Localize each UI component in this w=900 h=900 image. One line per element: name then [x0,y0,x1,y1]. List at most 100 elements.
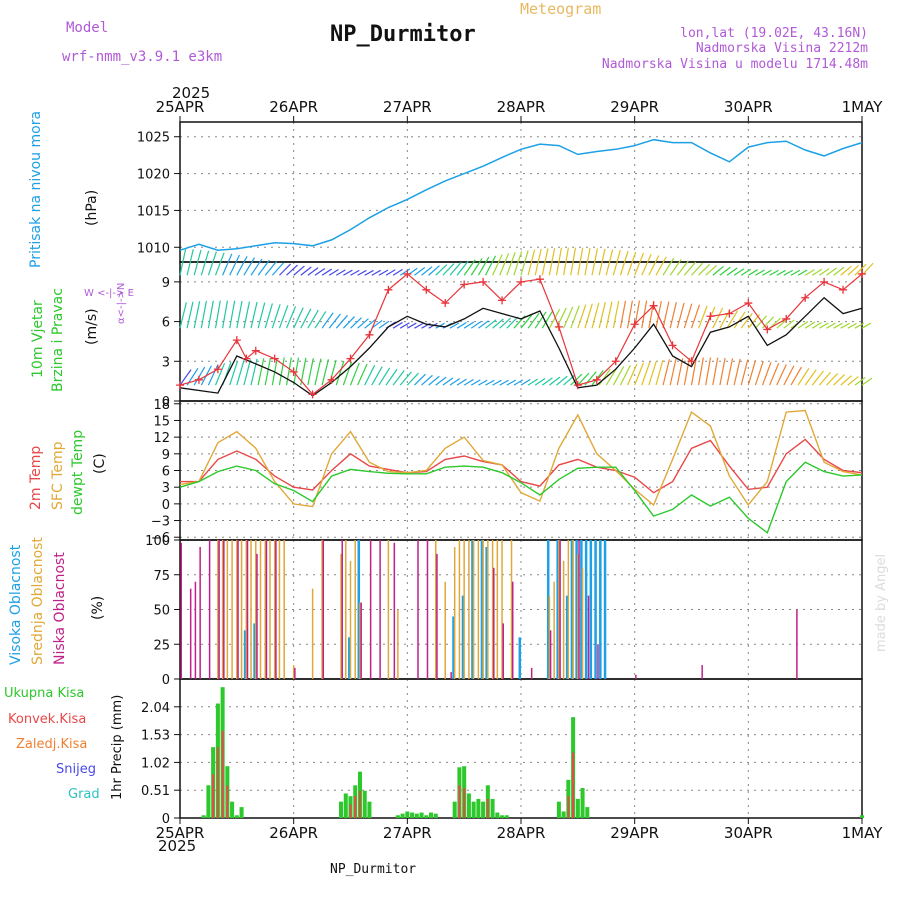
ytick-label: 1010 [137,241,170,256]
wind-barb [414,322,424,329]
wind-barb [399,322,410,329]
wind-barb [293,265,305,276]
wind-barb [371,320,383,329]
wind-barb [364,319,376,329]
conv-rain-bar [458,785,461,818]
wind-barb [570,247,577,276]
wind-speed-marker [422,285,431,294]
wind-barb [271,304,281,329]
total-rain-bar [500,815,505,818]
wind-barb [740,268,752,276]
wind-barb [719,357,726,386]
wind-speed-marker [630,320,639,329]
wind-barb [577,372,590,386]
wind-barb [314,267,326,276]
conv-rain-bar [486,798,489,818]
wind-barb [570,305,580,329]
legend-hail: Grad [68,787,100,802]
wind-barb [257,358,265,386]
wind-speed-marker [668,341,677,350]
wind-barb [513,251,523,276]
total-rain-bar [561,811,566,818]
wind-barb [669,358,677,386]
ytick-label: −6 [151,531,170,546]
wind-barb [520,250,529,276]
ytick-label: −3 [151,515,170,530]
wind-barb [861,377,873,386]
wind-barb [854,263,867,276]
wind-speed-marker [801,293,810,302]
legend-frz-rain: Zaledj.Kisa [16,737,88,752]
wind-barb [847,376,859,386]
wind-barb [698,263,711,276]
xtick-label-bottom: 28APR [497,824,546,842]
elevation-text: Nadmorska Visina 2212m [695,41,868,56]
conv-rain-bar [354,796,357,818]
temp2m-line [180,438,863,494]
ytick-label: 1025 [137,131,170,146]
wind-barb [612,250,621,276]
wind-barb [300,308,312,329]
xtick-label-bottom: 29APR [610,824,659,842]
wind-speed-marker [611,357,620,366]
ytick-label: 6 [162,316,170,331]
wind-barb [584,303,593,329]
wind-barb [307,267,319,276]
total-rain-bar [580,788,585,818]
wind-barb [840,265,852,276]
wind-barb [698,357,704,386]
wind-barb [236,300,243,329]
wind-barb [712,307,724,329]
wind-barb [676,358,684,386]
total-rain-bar [410,812,415,818]
wind-barb [690,357,697,386]
wind-speed-marker [706,312,715,321]
ytick-label: 1.53 [141,729,170,744]
wind-speed-marker [744,299,753,308]
xtick-label-top: 25APR [156,98,205,116]
wind-barb [740,312,753,329]
wind-barb [392,370,405,386]
wind-barb [186,249,194,276]
wind-barb [804,369,817,386]
wind-barb [762,269,772,276]
wind-barb [222,300,229,329]
wind-barb [485,379,495,386]
wind-barb [761,362,772,386]
wind-speed-marker [441,299,450,308]
legend-conv-rain: Konvek.Kisa [8,712,87,727]
panel-frame [179,400,863,541]
wind-barb [840,322,850,329]
wind-barb [740,359,749,386]
ytick-label: 0 [162,673,170,688]
wind-barb [236,360,245,386]
wind-barb [321,312,334,329]
wind-speed-marker [517,277,525,286]
wind-speed-marker [479,277,488,286]
wind-barb [506,316,519,329]
ytick-label: 18 [153,398,170,413]
wind-barb [179,302,187,329]
wind-barb [726,310,739,329]
model-elevation-text: Nadmorska Visina u modelu 1714.48m [601,57,868,72]
wind-barb [626,251,637,276]
wind-barb [357,363,368,386]
wind-barb [343,269,353,276]
wind-barb [683,303,693,329]
wind-barb [456,321,467,329]
xtick-label-bottom: 26APR [269,824,318,842]
ytick-label: 3 [162,481,170,496]
wind-speed-marker [573,381,582,390]
footer-station: NP_Durmitor [330,862,417,877]
wind-speed-marker [308,390,317,399]
wind-barb [648,360,657,386]
wind-barb [193,249,202,276]
year-bottom: 2025 [158,837,197,855]
wind-barb [754,315,768,329]
wind-barb [619,300,627,329]
wind-barb [328,269,339,276]
conv-rain-bar [212,774,215,818]
wind-barb [200,300,207,329]
wind-barb [207,300,214,329]
wind-barb [598,248,606,276]
